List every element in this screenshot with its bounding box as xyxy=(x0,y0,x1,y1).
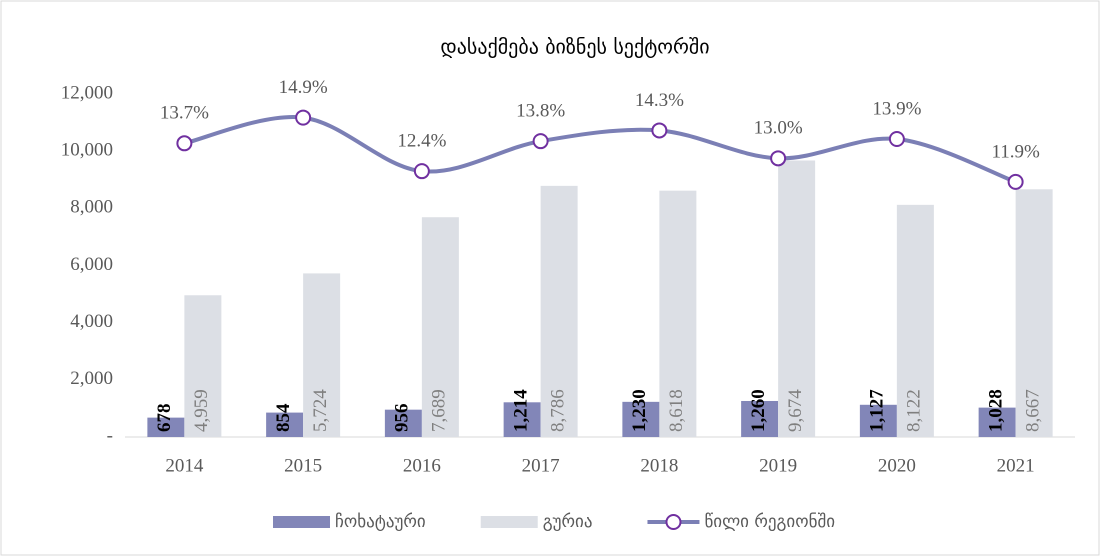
bar xyxy=(741,400,779,437)
bar xyxy=(859,404,897,437)
bar-value-label: 4,959 xyxy=(191,389,212,432)
bar xyxy=(622,401,660,437)
y-tick-label: 6,000 xyxy=(70,254,113,275)
x-tick-label: 2017 xyxy=(522,455,560,476)
legend-marker xyxy=(665,514,682,530)
y-tick-label: 10,000 xyxy=(61,140,113,161)
line-marker xyxy=(295,109,312,126)
bar-value-label: 5,724 xyxy=(310,389,331,432)
bar xyxy=(303,273,341,437)
y-tick-label: 8,000 xyxy=(70,197,113,218)
line-value-label: 13.0% xyxy=(754,118,803,139)
x-tick-label: 2014 xyxy=(165,455,204,476)
bar-value-label: 1,260 xyxy=(748,389,769,432)
bar-value-label: 1,214 xyxy=(510,389,531,432)
legend-label: ჩოხატაური xyxy=(335,512,426,532)
bar-value-label: 678 xyxy=(154,404,175,433)
x-tick-label: 2021 xyxy=(997,455,1035,476)
x-tick-label: 2018 xyxy=(640,455,678,476)
bar xyxy=(896,204,934,437)
line-marker xyxy=(532,133,549,150)
bar-value-label: 956 xyxy=(392,404,413,433)
y-tick-label: 2,000 xyxy=(70,368,113,389)
bar-value-label: 1,127 xyxy=(867,389,888,432)
line-value-label: 12.4% xyxy=(397,131,446,152)
x-tick-label: 2020 xyxy=(878,455,916,476)
bar xyxy=(421,217,459,437)
x-tick-label: 2016 xyxy=(403,455,441,476)
line-marker xyxy=(1007,173,1024,190)
bar-value-label: 8,122 xyxy=(904,389,925,432)
line xyxy=(183,115,1017,184)
bar xyxy=(384,409,422,437)
y-tick-label: 4,000 xyxy=(70,311,113,332)
line-marker xyxy=(770,150,787,167)
y-tick-label: - xyxy=(107,425,113,446)
bar-value-label: 8,618 xyxy=(666,389,687,432)
bar-value-label: 8,667 xyxy=(1022,389,1043,432)
line-value-label: 14.9% xyxy=(279,77,328,98)
line-value-label: 11.9% xyxy=(991,141,1040,162)
bar-value-label: 7,689 xyxy=(429,389,450,432)
legend-swatch xyxy=(480,516,538,528)
legend-label: გურია xyxy=(543,512,593,532)
bar xyxy=(1015,189,1053,437)
bar-value-label: 9,674 xyxy=(785,389,806,432)
bar xyxy=(503,402,541,437)
x-tick-label: 2019 xyxy=(759,455,797,476)
line-marker xyxy=(176,135,193,152)
bar xyxy=(147,417,185,437)
bar xyxy=(659,190,697,437)
legend-label: წილი რეგიონში xyxy=(704,512,835,532)
line-value-label: 13.8% xyxy=(516,101,565,122)
bar xyxy=(540,185,578,437)
line-marker xyxy=(651,122,668,139)
y-tick-label: 12,000 xyxy=(61,82,113,103)
bar-value-label: 1,230 xyxy=(629,389,650,432)
line-marker xyxy=(413,163,430,180)
bar xyxy=(184,295,222,437)
line-value-label: 13.9% xyxy=(872,98,921,119)
line-value-label: 13.7% xyxy=(160,103,209,124)
line-value-label: 14.3% xyxy=(635,90,684,111)
chart-title: დასაქმება ბიზნეს სექტორში xyxy=(440,35,709,59)
legend-swatch xyxy=(273,516,330,528)
bar-value-label: 1,028 xyxy=(985,389,1006,432)
bar xyxy=(778,160,816,437)
bar xyxy=(978,407,1016,437)
x-tick-label: 2015 xyxy=(284,455,322,476)
line-marker xyxy=(888,131,905,148)
bar-value-label: 854 xyxy=(273,403,294,432)
bar xyxy=(266,412,304,437)
bar-value-label: 8,786 xyxy=(547,389,568,432)
